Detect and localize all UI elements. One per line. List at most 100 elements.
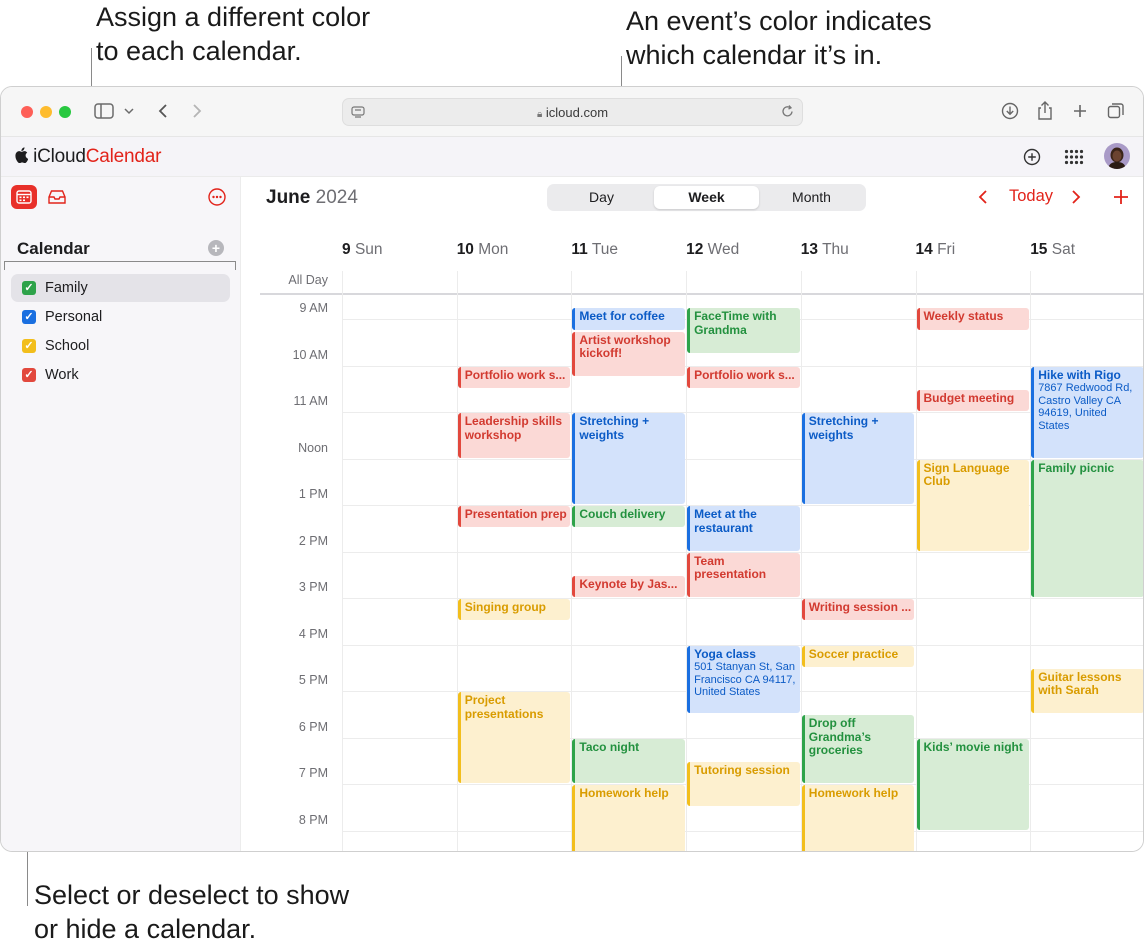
calendar-label: Personal — [45, 309, 103, 325]
add-event-icon[interactable] — [1113, 189, 1129, 210]
calendar-item[interactable]: ✓ Personal — [11, 303, 230, 331]
app-grid-icon[interactable] — [1064, 149, 1084, 170]
calendar-event[interactable]: Meet at the restaurant — [687, 506, 800, 551]
calendar-view-icon[interactable] — [11, 185, 37, 209]
calendar-event[interactable]: Stretching + weights — [572, 413, 686, 504]
day-header[interactable]: 9 Sun — [342, 241, 383, 259]
view-week-button[interactable]: Week — [654, 186, 759, 209]
callout-assign-color: Assign a different color to each calenda… — [96, 0, 370, 68]
calendar-checkbox[interactable]: ✓ — [22, 368, 36, 382]
calendar-event[interactable]: Writing session ... — [801, 599, 915, 621]
calendar-checkbox[interactable]: ✓ — [22, 310, 36, 324]
today-button[interactable]: Today — [1009, 187, 1054, 205]
calendar-event[interactable]: Meet for coffee — [572, 308, 686, 330]
time-label: 10 AM — [292, 347, 328, 362]
day-header[interactable]: 13 Thu — [801, 241, 849, 259]
day-header[interactable]: 15 Sat — [1030, 241, 1075, 259]
calendar-checkbox[interactable]: ✓ — [22, 281, 36, 295]
year-label: 2024 — [315, 187, 358, 208]
calendar-event[interactable]: Keynote by Jas... — [572, 575, 686, 597]
chevron-down-icon[interactable] — [123, 100, 135, 122]
calendar-event[interactable]: Kids’ movie night — [916, 738, 1030, 830]
minimize-window-button[interactable] — [40, 106, 52, 118]
hour-line — [342, 737, 1143, 739]
event-title: Homework help — [579, 786, 669, 800]
app-brand: iCloudCalendar — [15, 146, 161, 168]
app-header: iCloudCalendar — [1, 137, 1143, 177]
inbox-icon[interactable] — [47, 188, 67, 211]
apple-logo-icon — [15, 146, 33, 167]
back-icon[interactable] — [155, 100, 171, 122]
sidebar-title: Calendar — [17, 239, 90, 258]
time-label: 6 PM — [298, 719, 328, 734]
calendar-event[interactable]: Taco night — [572, 738, 686, 783]
close-window-button[interactable] — [21, 106, 33, 118]
time-label: Noon — [298, 440, 328, 455]
calendar-event[interactable]: Sign Language Club — [916, 459, 1030, 551]
event-title: Kids’ movie night — [923, 739, 1023, 754]
calendar-event[interactable]: Weekly status — [916, 308, 1030, 330]
calendar-event[interactable]: Portfolio work s... — [457, 366, 571, 388]
day-column-divider — [342, 271, 343, 851]
view-month-button[interactable]: Month — [792, 189, 831, 205]
calendar-event[interactable]: Drop off Grandma’s groceries — [801, 715, 915, 783]
event-title: Stretching + weights — [808, 414, 879, 442]
calendar-event[interactable]: Presentation prep — [457, 506, 571, 528]
day-column-divider — [1030, 271, 1032, 851]
month-year-title: June 2024 — [266, 187, 358, 209]
reload-icon[interactable] — [780, 104, 795, 124]
calendar-checkbox[interactable]: ✓ — [22, 339, 36, 353]
callout-event-color: An event’s color indicates which calenda… — [626, 4, 932, 72]
calendar-event[interactable]: Guitar lessons with Sarah — [1031, 668, 1143, 714]
avatar[interactable] — [1104, 143, 1130, 169]
event-title: Hike with Rigo — [1038, 367, 1121, 382]
calendar-event[interactable]: Yoga class 501 Stanyan St, San Francisco … — [687, 645, 800, 714]
calendar-event[interactable]: Team presentation — [687, 552, 800, 597]
hour-line — [342, 644, 1143, 646]
forward-icon[interactable] — [189, 100, 205, 122]
calendar-event[interactable]: Homework help — [801, 785, 915, 851]
tab-overview-icon[interactable] — [1105, 100, 1127, 122]
day-header[interactable]: 14 Fri — [916, 241, 956, 259]
event-title: Homework help — [808, 786, 899, 800]
day-name: Tue — [591, 241, 618, 258]
calendar-item[interactable]: ✓ School — [11, 332, 230, 360]
calendar-event[interactable]: Singing group — [457, 599, 571, 621]
time-label: 11 AM — [293, 394, 328, 408]
add-calendar-icon[interactable]: + — [208, 240, 224, 256]
zoom-window-button[interactable] — [59, 106, 71, 118]
download-icon[interactable] — [1000, 100, 1020, 122]
calendar-event[interactable]: Budget meeting — [916, 389, 1030, 411]
calendar-event[interactable]: Family picnic — [1031, 459, 1143, 597]
calendar-event[interactable]: Homework help — [572, 785, 686, 851]
share-icon[interactable] — [1035, 100, 1055, 122]
calendar-event[interactable]: Artist workshop kickoff! — [572, 331, 686, 377]
day-header[interactable]: 11 Tue — [571, 241, 618, 259]
address-bar[interactable]: 🔒︎ icloud.com — [342, 98, 803, 126]
view-day-button[interactable]: Day — [589, 189, 614, 205]
next-week-icon[interactable] — [1071, 189, 1081, 210]
calendar-event[interactable]: Stretching + weights — [801, 413, 915, 504]
calendar-item[interactable]: ✓ Family — [11, 274, 230, 302]
add-circle-icon[interactable] — [1023, 148, 1041, 171]
calendar-event[interactable]: Couch delivery — [572, 506, 686, 528]
more-options-icon[interactable] — [207, 187, 227, 212]
hour-line — [342, 598, 1143, 599]
time-label: 2 PM — [298, 533, 328, 548]
new-tab-icon[interactable] — [1070, 100, 1090, 122]
calendar-event[interactable]: Tutoring session — [687, 761, 800, 807]
day-header[interactable]: 10 Mon — [457, 241, 509, 259]
page-menu-icon[interactable] — [351, 105, 365, 124]
calendar-event[interactable]: Leadership skills workshop — [457, 413, 571, 458]
calendar-event[interactable]: Portfolio work s... — [687, 366, 800, 388]
previous-week-icon[interactable] — [978, 189, 988, 210]
calendar-event[interactable]: Project presentations — [457, 692, 571, 783]
calendar-item[interactable]: ✓ Work — [11, 361, 230, 389]
sidebar-toggle-icon[interactable] — [93, 100, 115, 122]
day-header[interactable]: 12 Wed — [686, 241, 739, 259]
day-name: Sat — [1051, 241, 1076, 258]
calendar-event[interactable]: FaceTime with Grandma — [687, 308, 800, 353]
calendar-event[interactable]: Hike with Rigo 7867 Redwood Rd, Castro Va… — [1031, 366, 1143, 458]
calendar-event[interactable]: Soccer practice — [801, 645, 915, 667]
all-day-divider — [260, 293, 1143, 295]
